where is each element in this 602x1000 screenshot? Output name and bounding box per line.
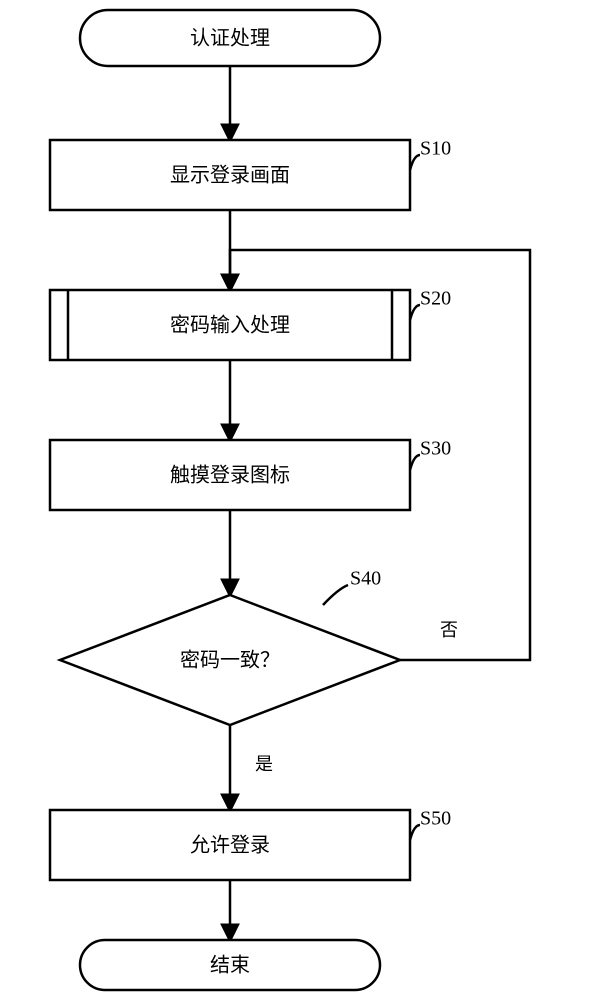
subroutine-text-s20: 密码输入处理 [170, 314, 290, 337]
step-label-s10: S10 [420, 138, 451, 160]
terminator-text-start: 认证处理 [190, 27, 270, 50]
process-text-s30: 触摸登录图标 [170, 464, 290, 487]
step-label-connector-s20 [410, 305, 420, 320]
step-label-connector-s50 [410, 825, 420, 840]
process-text-s10: 显示登录画面 [170, 164, 290, 187]
process-text-s50: 允许登录 [190, 834, 270, 857]
step-label-s50: S50 [420, 808, 451, 830]
step-label-s40: S40 [350, 568, 381, 590]
flowchart-canvas: 认证处理显示登录画面密码输入处理触摸登录图标密码一致？ 允许登录结束 是 否 S10 S… [0, 0, 602, 1000]
edge-label-s40-s50: 是 [255, 754, 273, 774]
step-label-s30: S30 [420, 438, 451, 460]
edge-label-s40-s20: 否 [440, 620, 458, 640]
step-label-s20: S20 [420, 288, 451, 310]
step-label-connector-s30 [410, 455, 420, 470]
step-label-connector-s10 [410, 155, 420, 170]
decision-text-s40: 密码一致？ [180, 649, 280, 672]
step-label-connector-s40 [323, 585, 348, 605]
terminator-text-end: 结束 [210, 954, 250, 977]
